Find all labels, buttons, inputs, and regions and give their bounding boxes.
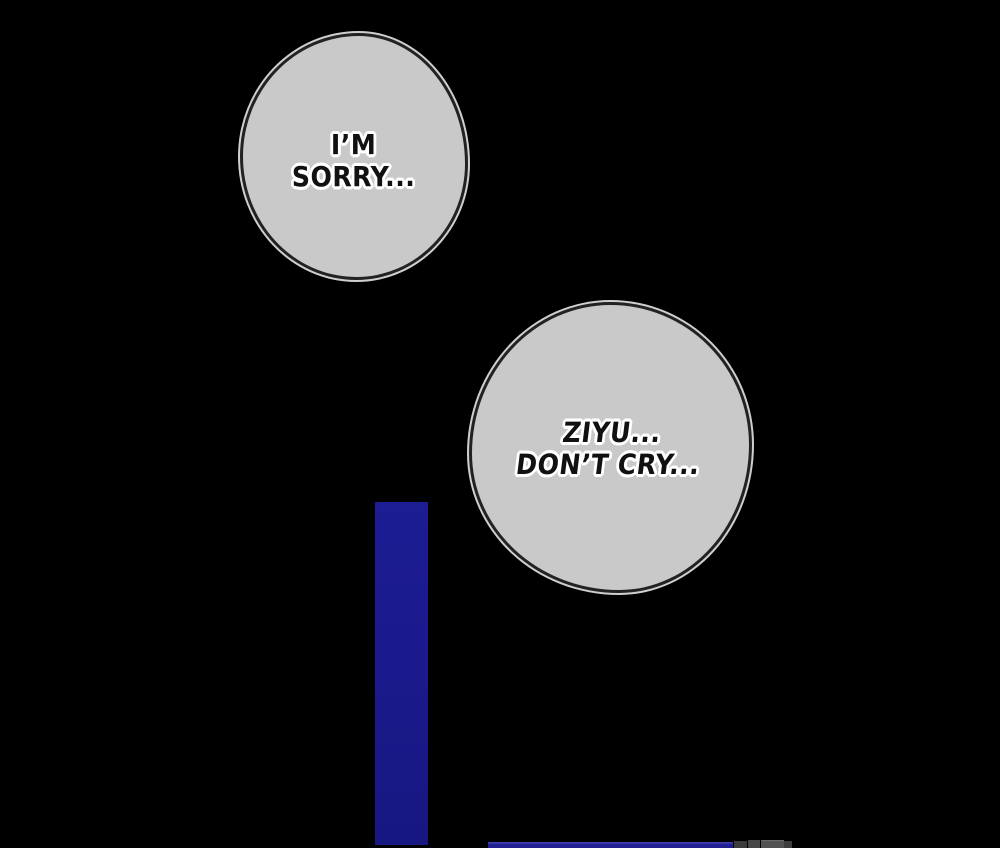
bubble-1-text: I’M SORRY... bbox=[292, 127, 416, 193]
speech-bubble-ziyu-dont-cry: ZIYU... DON’T CRY... bbox=[469, 302, 752, 593]
bubble-2-line-1: ZIYU... bbox=[561, 415, 664, 449]
next-panel-gray-detail-3 bbox=[761, 840, 784, 848]
next-panel-gray-detail-4 bbox=[784, 841, 792, 848]
bubble-2-text: ZIYU... DON’T CRY... bbox=[514, 415, 707, 481]
speech-bubble-im-sorry: I’M SORRY... bbox=[240, 33, 468, 280]
next-panel-gray-detail-2 bbox=[748, 840, 760, 848]
blue-pillar-shape bbox=[375, 502, 428, 845]
next-panel-gray-detail-1 bbox=[734, 841, 747, 848]
bubble-1-line-2: SORRY... bbox=[292, 159, 416, 193]
next-panel-blue-strip bbox=[488, 842, 733, 848]
bubble-2-line-2: DON’T CRY... bbox=[514, 447, 703, 481]
bubble-1-line-1: I’M bbox=[331, 127, 377, 161]
